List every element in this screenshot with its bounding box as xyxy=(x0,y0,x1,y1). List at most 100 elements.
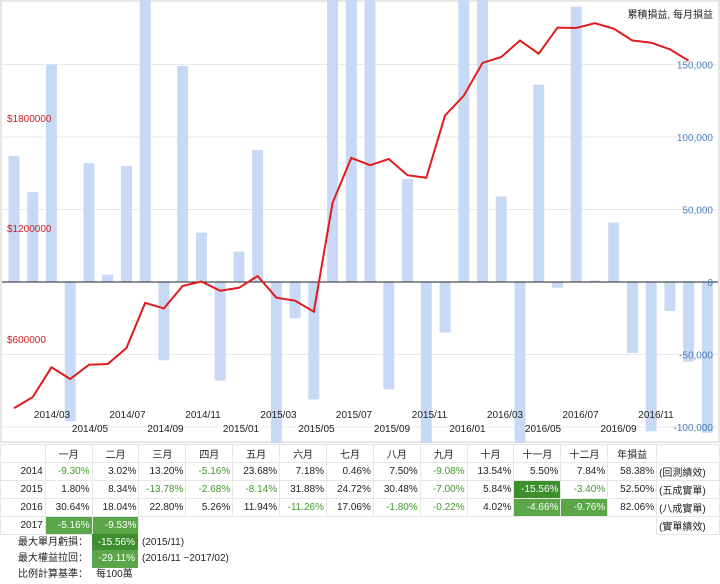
table-cell: -9.53% xyxy=(91,516,140,535)
x-tick-label: 2014/05 xyxy=(72,424,109,435)
scale-basis-value: 每100萬 xyxy=(96,569,133,580)
chart-area: 300,000250,000200,000150,000100,00050,00… xyxy=(0,0,720,443)
table-cell: -15.56% xyxy=(513,480,562,499)
monthly-bar xyxy=(533,84,545,282)
table-cell xyxy=(186,517,233,535)
max-monthly-loss-label: 最大單月虧損： xyxy=(18,537,88,548)
x-tick-label: 2014/07 xyxy=(109,410,146,421)
table-cell: 23.68% xyxy=(232,462,281,481)
header-cell: 九月 xyxy=(419,444,468,463)
table-cell: -7.00% xyxy=(419,480,468,499)
scale-basis-row: 比例計算基準： 每100萬 xyxy=(0,566,720,584)
left-tick-label: $600000 xyxy=(7,335,46,346)
table-row: 2017 -5.16% -9.53% (實單績效) xyxy=(0,516,720,535)
header-cell: 十月 xyxy=(466,444,515,463)
table-cell: 31.88% xyxy=(279,480,328,499)
monthly-bar xyxy=(102,274,114,282)
table-cell: 7.50% xyxy=(372,462,421,481)
monthly-bar xyxy=(364,0,376,282)
chart-frame xyxy=(0,0,720,443)
table-body: 2014 -9.30% 3.02% 13.20% -5.16% 23.68% 7.18% 0.… xyxy=(0,462,720,535)
monthly-bar xyxy=(495,196,507,282)
monthly-bar xyxy=(551,282,563,288)
table-cell: 13.54% xyxy=(466,462,515,481)
table-row: 2016 30.64% 18.04% 22.80% 5.26% 11.94% -11.26%… xyxy=(0,498,720,517)
header-cell: 六月 xyxy=(279,444,328,463)
header-cell: 八月 xyxy=(372,444,421,463)
x-tick-label: 2014/09 xyxy=(147,424,184,435)
table-cell: -3.40% xyxy=(560,480,609,499)
table-cell: 7.18% xyxy=(279,462,328,481)
x-tick-label: 2016/01 xyxy=(449,424,486,435)
table-row: 2014 -9.30% 3.02% 13.20% -5.16% 23.68% 7.18% 0.… xyxy=(0,462,720,481)
monthly-bar xyxy=(626,282,638,354)
table-cell: 3.02% xyxy=(91,462,140,481)
monthly-bar xyxy=(83,163,95,282)
monthly-bar xyxy=(514,282,526,443)
table-cell: 24.72% xyxy=(326,480,374,499)
table-cell xyxy=(373,517,420,535)
monthly-bar xyxy=(120,166,132,282)
table-cell: -13.78% xyxy=(138,480,187,499)
table-cell: 18.04% xyxy=(91,498,140,517)
header-cell: 七月 xyxy=(326,444,374,463)
table-cell: -5.16% xyxy=(44,516,93,535)
monthly-bar xyxy=(589,280,601,282)
max-monthly-loss-note: (2015/11) xyxy=(142,537,185,548)
right-tick-label: 50,000 xyxy=(682,206,713,217)
monthly-bar xyxy=(383,282,395,390)
table-header-row: 一月 二月 三月 四月 五月 六月 七月 八月 九月 十月 十一月 十二月 年損… xyxy=(0,444,720,463)
table-cell: 5.84% xyxy=(466,480,515,499)
x-tick-label: 2014/11 xyxy=(185,410,221,421)
x-tick-label: 2016/09 xyxy=(600,424,637,435)
monthly-bar xyxy=(327,0,339,282)
monthly-bar xyxy=(195,232,207,282)
table-cell: 52.50% xyxy=(607,480,658,499)
x-tick-label: 2015/09 xyxy=(374,424,411,435)
table-cell: 17.06% xyxy=(326,498,374,517)
header-cell: 五月 xyxy=(232,444,281,463)
table-cell xyxy=(561,517,608,535)
scale-basis-label: 比例計算基準： xyxy=(18,569,88,580)
cumulative-polyline xyxy=(13,22,690,409)
x-tick-label: 2015/11 xyxy=(412,410,448,421)
right-tick-label: -50,000 xyxy=(679,351,713,362)
header-cell: 二月 xyxy=(91,444,140,463)
table-cell xyxy=(327,517,374,535)
table-cell: 5.50% xyxy=(513,462,562,481)
legend: 累積損益, 每月損益 xyxy=(627,8,713,21)
header-cell: 十一月 xyxy=(513,444,562,463)
table-cell: 11.94% xyxy=(232,498,281,517)
table-cell: -9.08% xyxy=(419,462,468,481)
monthly-bar xyxy=(458,0,470,282)
table-cell: 1.80% xyxy=(44,480,93,499)
monthly-bar xyxy=(645,282,657,432)
x-tick-label: 2015/01 xyxy=(223,424,260,435)
max-drawdown-label: 最大權益拉回： xyxy=(18,553,88,564)
table-cell: -2.68% xyxy=(185,480,234,499)
table-cell xyxy=(514,517,561,535)
table-cell xyxy=(280,517,327,535)
x-tick-label: 2014/03 xyxy=(34,410,71,421)
right-tick-label: 0 xyxy=(707,278,713,289)
x-tick-label: 2016/07 xyxy=(562,410,599,421)
table-cell: -11.26% xyxy=(279,498,328,517)
max-drawdown-value: -29.11% xyxy=(92,550,138,568)
monthly-bar xyxy=(345,0,357,282)
row-year: 2016 xyxy=(0,498,46,517)
monthly-bar xyxy=(570,6,582,282)
table-cell: 0.46% xyxy=(326,462,374,481)
row-year: 2015 xyxy=(0,480,46,499)
row-note: (實單績效) xyxy=(656,516,720,535)
table-cell xyxy=(139,517,186,535)
table-cell: 7.84% xyxy=(560,462,609,481)
header-cell: 三月 xyxy=(138,444,187,463)
performance-table-area: 一月 二月 三月 四月 五月 六月 七月 八月 九月 十月 十一月 十二月 年損… xyxy=(0,444,720,535)
table-cell: 8.34% xyxy=(91,480,140,499)
left-tick-label: $1800000 xyxy=(7,114,52,125)
monthly-bar xyxy=(177,65,189,282)
monthly-bar xyxy=(608,222,620,282)
monthly-bar xyxy=(439,282,451,333)
x-tick-label: 2016/05 xyxy=(525,424,562,435)
table-cell: -9.76% xyxy=(560,498,609,517)
